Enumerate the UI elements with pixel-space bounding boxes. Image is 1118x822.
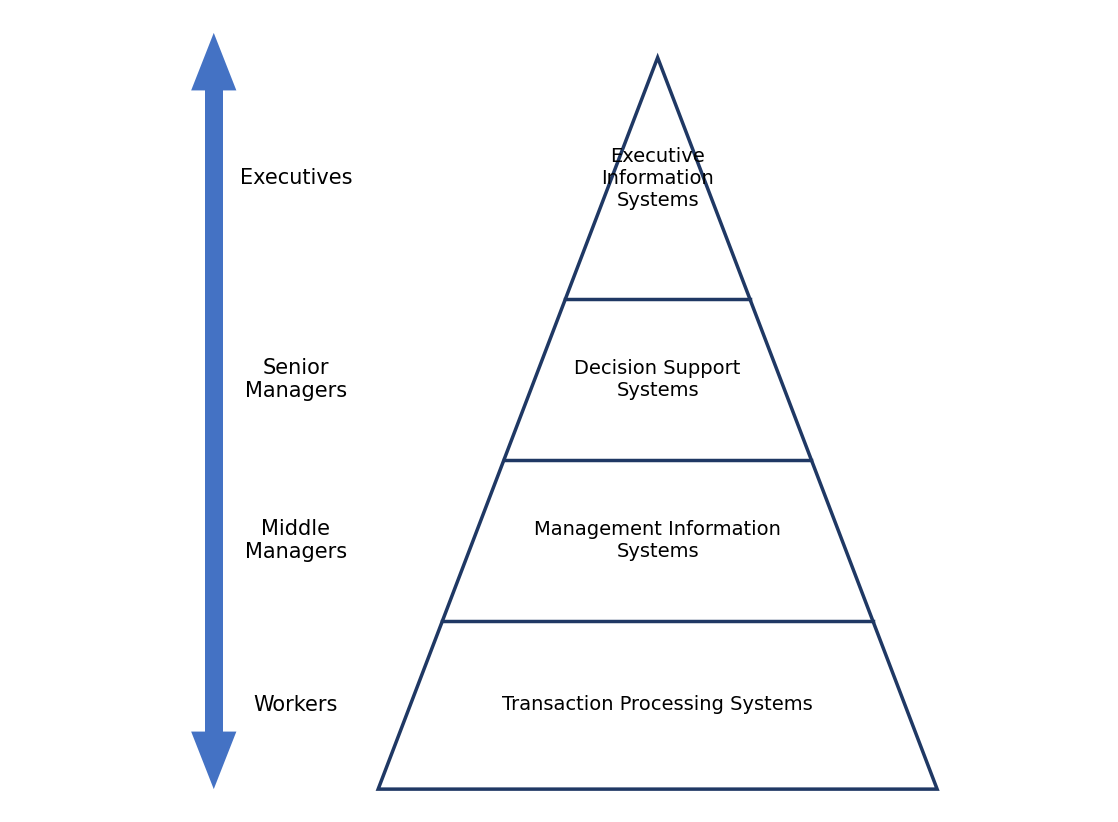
Polygon shape [191,732,236,789]
Text: Executive
Information
Systems: Executive Information Systems [601,147,714,210]
Text: Workers: Workers [254,695,338,715]
FancyBboxPatch shape [205,90,222,732]
Text: Executives: Executives [239,169,352,188]
Text: Senior
Managers: Senior Managers [245,358,347,401]
Text: Decision Support
Systems: Decision Support Systems [575,359,741,400]
Text: Transaction Processing Systems: Transaction Processing Systems [502,695,813,714]
Polygon shape [191,33,236,90]
Polygon shape [378,58,937,789]
Text: Middle
Managers: Middle Managers [245,519,347,562]
Text: Management Information
Systems: Management Information Systems [534,520,781,561]
